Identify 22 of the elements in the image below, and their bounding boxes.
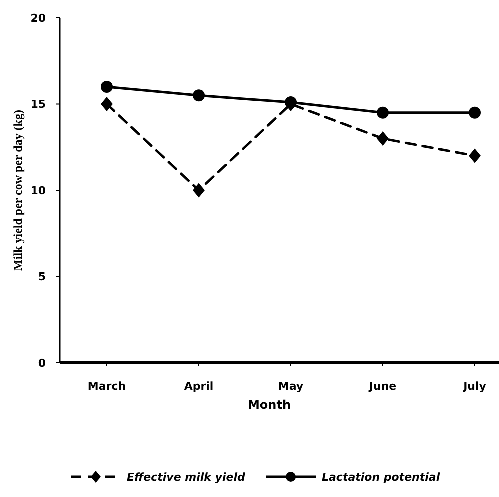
x-tick-label: July <box>462 380 486 393</box>
point <box>469 106 481 119</box>
y-tick-label: 15 <box>30 98 46 112</box>
x-tick-label: March <box>88 380 126 393</box>
point <box>101 97 113 112</box>
y-tick-label: 20 <box>30 12 46 25</box>
point <box>193 183 205 198</box>
point <box>101 81 113 93</box>
x-tick-label: May <box>278 380 304 393</box>
y-tick-label: 0 <box>38 356 46 370</box>
legend-label: Effective milk yield <box>127 470 246 484</box>
point <box>377 132 389 146</box>
point <box>469 148 481 164</box>
y-axis-title: Milk yield per cow per day (kg) <box>11 110 25 271</box>
legend-label: Lactation potential <box>322 470 440 484</box>
x-tick-label: June <box>368 380 397 393</box>
x-tick-label: April <box>184 380 214 393</box>
y-tick-label: 10 <box>30 184 46 198</box>
point <box>193 90 205 102</box>
y-tick-label: 5 <box>38 270 46 284</box>
x-axis-title: Month <box>248 398 292 412</box>
point <box>377 106 389 119</box>
